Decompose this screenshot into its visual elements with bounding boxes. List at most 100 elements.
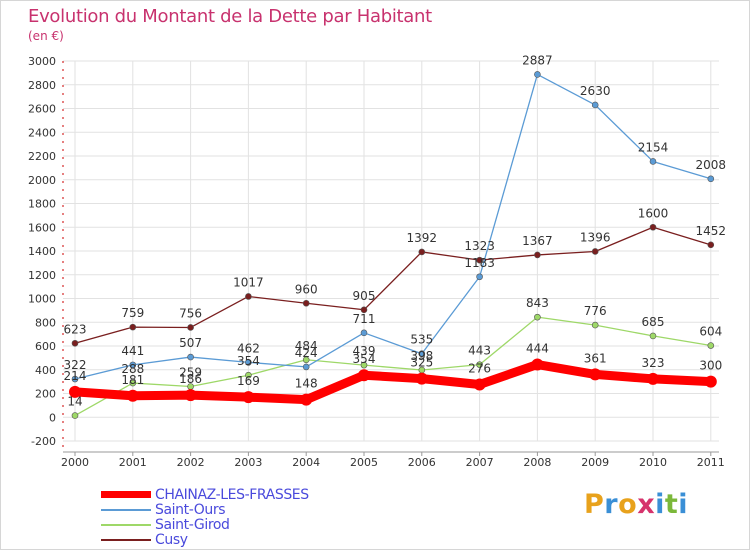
data-point-cusy xyxy=(476,256,483,264)
x-tick-label: 2003 xyxy=(234,456,262,469)
data-point-saint-girod xyxy=(129,379,137,387)
x-tick-label: 2009 xyxy=(581,456,609,469)
y-tick-label: 1800 xyxy=(28,198,56,211)
data-label-cusy: 905 xyxy=(353,289,376,303)
chart-unit-label: (en €) xyxy=(28,29,64,43)
data-label-saint-ours: 2887 xyxy=(522,53,553,67)
data-point-chainaz-les-frasses xyxy=(358,369,370,382)
data-label-cusy: 1367 xyxy=(522,234,553,248)
legend-item-saint-girod[interactable]: Saint-Girod xyxy=(101,517,309,533)
legend-item-cusy[interactable]: Cusy xyxy=(101,531,309,548)
legend-item-saint-ours[interactable]: Saint-Ours xyxy=(101,502,309,518)
data-point-saint-girod xyxy=(245,371,252,379)
gridlines xyxy=(63,60,719,442)
data-label-chainaz-les-frasses: 323 xyxy=(642,356,665,370)
data-label-chainaz-les-frasses: 214 xyxy=(64,369,87,383)
x-tick-label: 2004 xyxy=(292,456,320,469)
data-point-cusy xyxy=(418,248,426,256)
data-label-saint-ours: 322 xyxy=(64,358,87,372)
data-label-saint-girod: 843 xyxy=(526,296,549,310)
data-point-saint-ours xyxy=(476,273,483,281)
data-point-cusy xyxy=(187,324,194,331)
data-point-saint-ours xyxy=(302,363,310,371)
data-point-cusy xyxy=(649,223,657,231)
x-tick-label: 2008 xyxy=(523,456,551,469)
data-point-saint-ours xyxy=(418,350,426,358)
series-line-saint-girod xyxy=(74,316,711,417)
data-labels: 623 759 756 1017 960 905 1392 1323 1367 1396 1600 1… xyxy=(64,53,727,408)
data-label-saint-girod: 14 xyxy=(67,395,82,409)
data-point-chainaz-les-frasses xyxy=(473,378,486,391)
x-tick-label: 2010 xyxy=(639,456,667,469)
x-tick-label: 2007 xyxy=(466,456,494,469)
data-label-saint-girod: 398 xyxy=(410,349,433,363)
data-point-saint-ours xyxy=(534,71,541,78)
y-tick-label: 3000 xyxy=(28,55,56,68)
data-label-cusy: 1392 xyxy=(407,231,438,245)
data-point-saint-ours xyxy=(129,361,137,369)
data-point-chainaz-les-frasses xyxy=(589,368,602,381)
y-tick-label: 400 xyxy=(35,364,56,377)
y-tick-label: 1400 xyxy=(28,245,56,258)
data-label-chainaz-les-frasses: 325 xyxy=(410,356,433,370)
data-label-saint-girod: 776 xyxy=(584,304,607,318)
data-label-saint-girod: 259 xyxy=(179,365,202,379)
legend-item-chainaz[interactable]: CHAINAZ-LES-FRASSES xyxy=(101,486,309,503)
data-point-saint-girod xyxy=(360,361,368,369)
data-point-saint-ours xyxy=(245,359,252,366)
x-tick-label: 2005 xyxy=(350,456,378,469)
y-tick-label: 1200 xyxy=(28,269,56,282)
legend-swatch-chainaz xyxy=(101,491,151,498)
data-point-chainaz-les-frasses xyxy=(531,358,544,371)
data-label-saint-girod: 484 xyxy=(295,339,318,353)
logo-letter: r xyxy=(604,489,619,520)
legend: CHAINAZ-LES-FRASSES Saint-Ours Saint-Gir… xyxy=(101,486,309,548)
data-point-saint-girod xyxy=(591,321,599,329)
data-point-chainaz-les-frasses xyxy=(704,375,717,388)
data-label-saint-girod: 288 xyxy=(121,362,144,376)
data-label-chainaz-les-frasses: 354 xyxy=(353,352,376,366)
y-tick-label: 2200 xyxy=(28,150,56,163)
data-label-saint-girod: 354 xyxy=(237,354,260,368)
series-lines xyxy=(69,71,717,419)
data-point-chainaz-les-frasses xyxy=(415,372,428,385)
data-label-cusy: 1396 xyxy=(580,230,611,244)
y-tick-label: 1000 xyxy=(28,293,56,306)
legend-label-chainaz: CHAINAZ-LES-FRASSES xyxy=(155,486,309,503)
data-point-cusy xyxy=(71,339,79,347)
data-label-saint-ours: 535 xyxy=(410,333,433,347)
data-label-chainaz-les-frasses: 148 xyxy=(295,377,318,391)
legend-label-cusy: Cusy xyxy=(155,531,188,548)
logo-letter: i xyxy=(655,489,665,520)
data-point-saint-girod xyxy=(649,332,657,340)
y-tick-label: 0 xyxy=(49,411,56,424)
data-label-chainaz-les-frasses: 300 xyxy=(699,359,722,373)
y-tick-label: 2000 xyxy=(28,174,56,187)
y-tick-label: 2800 xyxy=(28,79,56,92)
chart-title: Evolution du Montant de la Dette par Hab… xyxy=(28,6,432,27)
data-point-cusy xyxy=(129,323,137,331)
data-point-chainaz-les-frasses xyxy=(242,391,255,404)
data-label-saint-ours: 441 xyxy=(121,344,144,358)
data-point-saint-ours xyxy=(591,101,599,109)
data-point-cusy xyxy=(302,299,310,307)
data-point-cusy xyxy=(360,306,368,314)
data-label-saint-girod: 439 xyxy=(353,344,376,358)
data-point-chainaz-les-frasses xyxy=(184,389,197,402)
data-label-cusy: 756 xyxy=(179,306,202,320)
data-point-saint-ours xyxy=(649,158,657,165)
data-label-cusy: 1323 xyxy=(464,239,495,253)
data-point-saint-girod xyxy=(707,342,715,349)
series-line-cusy xyxy=(74,226,711,344)
y-tick-label: 1600 xyxy=(28,221,56,234)
y-tick-label: 800 xyxy=(35,316,56,329)
logo-letter: P xyxy=(584,489,605,520)
data-point-saint-ours xyxy=(707,175,715,183)
data-label-saint-girod: 685 xyxy=(642,315,665,329)
data-label-chainaz-les-frasses: 361 xyxy=(584,351,607,365)
legend-swatch-saint-girod xyxy=(101,523,151,526)
data-point-saint-ours xyxy=(187,353,194,361)
data-point-cusy xyxy=(534,251,541,259)
